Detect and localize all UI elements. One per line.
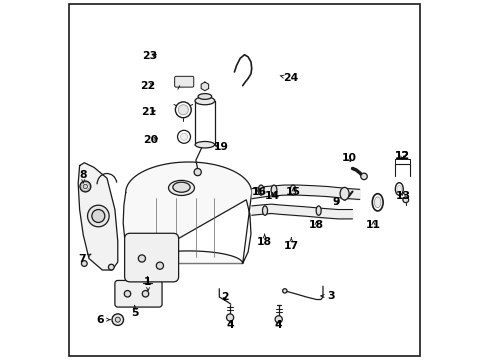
FancyBboxPatch shape (124, 233, 178, 282)
Text: 1: 1 (144, 276, 151, 291)
Circle shape (83, 184, 87, 189)
Text: 9: 9 (332, 197, 339, 207)
Text: 2: 2 (221, 292, 228, 302)
Circle shape (142, 291, 148, 297)
Text: 15: 15 (285, 186, 300, 197)
Ellipse shape (374, 197, 380, 208)
Text: 3: 3 (320, 291, 334, 301)
Circle shape (80, 181, 91, 192)
Text: 12: 12 (394, 150, 409, 161)
Circle shape (112, 314, 123, 325)
Circle shape (180, 133, 187, 140)
Text: 16: 16 (251, 186, 266, 197)
Text: 13: 13 (395, 191, 410, 201)
Circle shape (178, 105, 188, 115)
Circle shape (275, 316, 282, 323)
Circle shape (81, 261, 87, 266)
Circle shape (124, 291, 130, 297)
Text: 7: 7 (78, 254, 91, 264)
Circle shape (92, 210, 104, 222)
Text: 8: 8 (80, 170, 87, 183)
Circle shape (282, 289, 286, 293)
Text: 20: 20 (143, 135, 158, 145)
Circle shape (115, 317, 120, 322)
Ellipse shape (396, 185, 401, 193)
Circle shape (402, 197, 408, 203)
Polygon shape (78, 163, 118, 270)
Ellipse shape (198, 94, 211, 99)
Ellipse shape (195, 97, 214, 105)
Ellipse shape (270, 185, 276, 195)
Text: 11: 11 (365, 220, 380, 230)
Polygon shape (123, 162, 251, 264)
Circle shape (108, 264, 114, 270)
Polygon shape (201, 82, 208, 91)
Ellipse shape (289, 185, 295, 195)
Ellipse shape (195, 141, 214, 148)
Circle shape (156, 262, 163, 269)
Ellipse shape (172, 182, 190, 192)
Text: 4: 4 (226, 320, 233, 330)
Text: 6: 6 (97, 315, 110, 325)
Text: 12: 12 (394, 150, 409, 161)
Text: 17: 17 (283, 238, 298, 251)
Ellipse shape (339, 187, 348, 200)
Text: 24: 24 (280, 73, 298, 84)
Text: 22: 22 (140, 81, 155, 91)
Ellipse shape (258, 185, 264, 195)
Circle shape (226, 314, 233, 321)
Text: 23: 23 (142, 51, 158, 61)
Text: 18: 18 (308, 220, 324, 230)
Text: 4: 4 (274, 320, 282, 330)
Text: 21: 21 (141, 107, 156, 117)
Ellipse shape (262, 206, 267, 215)
FancyBboxPatch shape (115, 280, 162, 307)
Circle shape (138, 255, 145, 262)
Circle shape (87, 205, 109, 227)
Text: 10: 10 (341, 153, 356, 163)
Ellipse shape (316, 206, 321, 215)
Ellipse shape (168, 180, 194, 195)
Circle shape (194, 168, 201, 176)
FancyBboxPatch shape (174, 76, 193, 87)
Text: 5: 5 (131, 305, 138, 318)
Circle shape (360, 173, 366, 180)
Text: 19: 19 (213, 142, 228, 152)
Text: 14: 14 (264, 191, 280, 201)
Text: 18: 18 (257, 234, 272, 247)
